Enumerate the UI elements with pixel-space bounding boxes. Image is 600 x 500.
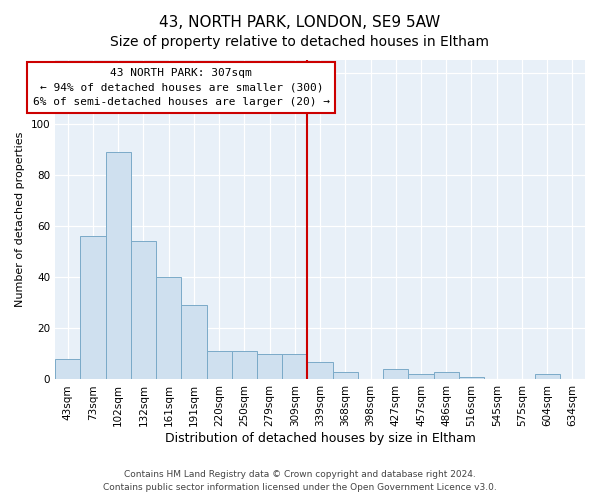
Text: 43, NORTH PARK, LONDON, SE9 5AW: 43, NORTH PARK, LONDON, SE9 5AW: [160, 15, 440, 30]
Bar: [131, 242, 156, 380]
Bar: [232, 352, 257, 380]
Text: Contains HM Land Registry data © Crown copyright and database right 2024.
Contai: Contains HM Land Registry data © Crown c…: [103, 470, 497, 492]
Bar: [55, 359, 80, 380]
X-axis label: Distribution of detached houses by size in Eltham: Distribution of detached houses by size …: [164, 432, 476, 445]
Bar: [80, 236, 106, 380]
Bar: [106, 152, 131, 380]
Bar: [156, 277, 181, 380]
Text: 43 NORTH PARK: 307sqm
← 94% of detached houses are smaller (300)
6% of semi-deta: 43 NORTH PARK: 307sqm ← 94% of detached …: [33, 68, 330, 108]
Bar: [257, 354, 282, 380]
Bar: [383, 369, 409, 380]
Bar: [535, 374, 560, 380]
Y-axis label: Number of detached properties: Number of detached properties: [15, 132, 25, 308]
Text: Size of property relative to detached houses in Eltham: Size of property relative to detached ho…: [110, 35, 490, 49]
Bar: [206, 352, 232, 380]
Bar: [434, 372, 459, 380]
Bar: [181, 306, 206, 380]
Bar: [307, 362, 332, 380]
Bar: [409, 374, 434, 380]
Bar: [332, 372, 358, 380]
Bar: [282, 354, 307, 380]
Bar: [459, 377, 484, 380]
